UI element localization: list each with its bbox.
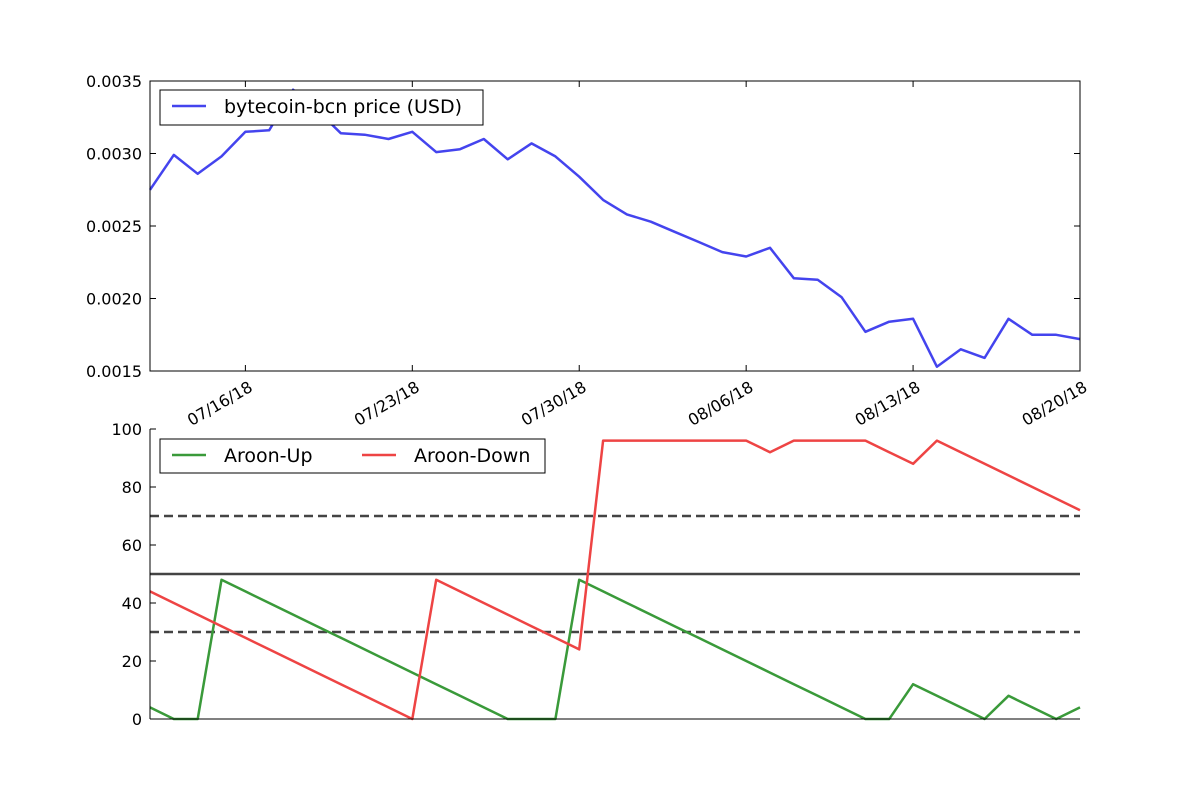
aroon-chart: 0 20 40 60 80 100 Aroon-Up Aroon-Down xyxy=(111,420,1081,729)
price-legend: bytecoin-bcn price (USD) xyxy=(159,89,484,126)
price-series-layer xyxy=(148,88,1081,368)
aroon-down-legend-label: Aroon-Down xyxy=(414,445,530,467)
price-legend-box xyxy=(159,89,484,126)
aroon-up-legend-label: Aroon-Up xyxy=(224,445,313,467)
price-x-tick-label: 08/13/18 xyxy=(852,377,924,429)
price-y-tick-label: 0.0035 xyxy=(86,72,142,91)
aroon-legend-box xyxy=(159,438,546,474)
aroon-y-tick-label: 0 xyxy=(132,710,142,729)
aroon-y-tick-label: 20 xyxy=(122,652,142,671)
price-y-tick-label: 0.0025 xyxy=(86,217,142,236)
aroon-y-tick-label: 80 xyxy=(122,478,142,497)
price-x-tick-label: 07/30/18 xyxy=(518,377,590,429)
aroon-y-tick-label: 60 xyxy=(122,536,142,555)
aroon-up-line xyxy=(149,578,1081,721)
price-x-axis: 07/16/18 07/23/18 07/30/18 08/06/18 08/13/18… xyxy=(184,81,1090,430)
price-series-line xyxy=(148,88,1081,368)
price-y-tick-label: 0.0015 xyxy=(86,362,142,381)
price-y-tick-label: 0.0020 xyxy=(86,290,142,309)
aroon-y-axis: 0 20 40 60 80 100 xyxy=(111,420,156,729)
price-x-tick-label: 07/16/18 xyxy=(184,377,256,429)
aroon-series-layer xyxy=(149,439,1081,721)
price-x-tick-label: 07/23/18 xyxy=(351,377,423,429)
price-y-axis: 0.0015 0.0020 0.0025 0.0030 0.0035 xyxy=(86,72,1080,381)
aroon-y-tick-label: 40 xyxy=(122,594,142,613)
aroon-down-line xyxy=(149,439,1081,721)
aroon-legend: Aroon-Up Aroon-Down xyxy=(159,438,546,474)
price-legend-label: bytecoin-bcn price (USD) xyxy=(224,96,462,118)
aroon-reference-lines xyxy=(150,514,1080,634)
price-y-tick-label: 0.0030 xyxy=(86,145,142,164)
price-x-tick-label: 08/20/18 xyxy=(1019,377,1091,429)
aroon-y-tick-label: 100 xyxy=(111,420,142,439)
price-x-tick-label: 08/06/18 xyxy=(685,377,757,429)
